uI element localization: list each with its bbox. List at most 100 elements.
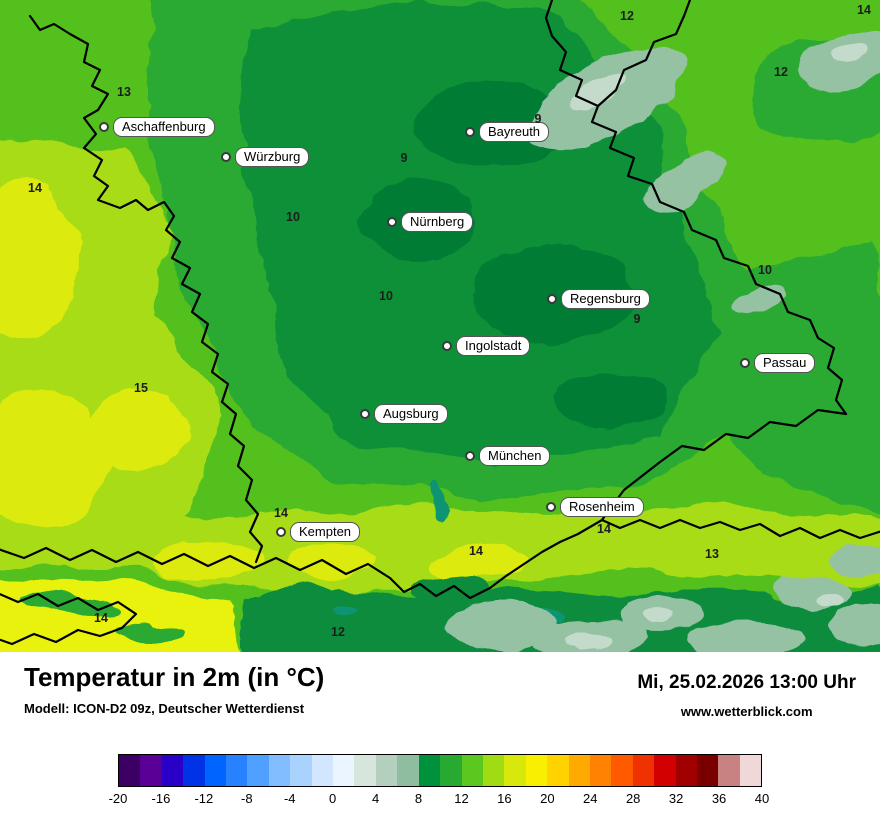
legend-cell xyxy=(397,755,419,786)
website-url: www.wetterblick.com xyxy=(680,704,813,719)
city-dot-icon xyxy=(360,409,370,419)
legend-tick-label: 0 xyxy=(329,791,337,806)
legend-tick-label: -20 xyxy=(108,791,128,806)
legend-cell xyxy=(226,755,248,786)
temperature-value-label: 13 xyxy=(117,85,131,99)
legend-cell xyxy=(611,755,633,786)
border-alps-austria xyxy=(0,518,880,600)
city-dot-icon xyxy=(546,502,556,512)
region-northeast-ridges xyxy=(527,29,880,316)
legend-tick-label: -12 xyxy=(194,791,214,806)
region-south-yellow xyxy=(155,540,530,580)
border-czech xyxy=(544,0,848,416)
legend-bar xyxy=(118,754,762,787)
legend-tick-label: -8 xyxy=(241,791,253,806)
temperature-value-label: 14 xyxy=(94,611,108,625)
city-dot-icon xyxy=(387,217,397,227)
legend-tick-label: 8 xyxy=(414,791,423,806)
legend-cell xyxy=(183,755,205,786)
city-label: Augsburg xyxy=(374,404,448,424)
legend-cell xyxy=(482,755,505,786)
city-marker: Ingolstadt xyxy=(442,336,531,356)
city-dot-icon xyxy=(442,341,452,351)
legend-cell xyxy=(418,755,441,786)
legend-cell xyxy=(525,755,548,786)
legend-tick-label: 24 xyxy=(583,791,598,806)
city-dot-icon xyxy=(465,127,475,137)
temperature-value-label: 14 xyxy=(597,522,611,536)
legend-cell xyxy=(718,755,740,786)
legend-cell xyxy=(140,755,162,786)
city-marker: Würzburg xyxy=(221,147,310,167)
city-marker: Bayreuth xyxy=(465,122,550,142)
footer-right: Mi, 25.02.2026 13:00 Uhr www.wetterblick… xyxy=(637,672,856,719)
legend-cell xyxy=(654,755,676,786)
city-label: München xyxy=(479,446,551,466)
model-info: Modell: ICON-D2 09z, Deutscher Wetterdie… xyxy=(24,701,305,716)
footer-left: Temperatur in 2m (in °C) Modell: ICON-D2… xyxy=(24,662,324,716)
temperature-fill-layers xyxy=(0,0,880,652)
city-marker: Augsburg xyxy=(360,404,448,424)
legend-ticks: -20 -16 -12 -8 -4 0 4 8 12 16 20 24 28 32 36 40 xyxy=(109,791,770,809)
temperature-field-svg xyxy=(0,0,880,652)
legend-tick-label: 28 xyxy=(625,791,641,806)
city-label: Aschaffenburg xyxy=(113,117,215,137)
legend-cell xyxy=(375,755,398,786)
legend-cell xyxy=(440,755,462,786)
temperature-value-label: 9 xyxy=(633,312,641,326)
city-label: Würzburg xyxy=(235,147,310,167)
legend-cell xyxy=(504,755,526,786)
region-alps-cold-cores xyxy=(568,590,844,650)
border-inn-austria xyxy=(600,408,848,522)
page-title: Temperatur in 2m (in °C) xyxy=(24,662,325,692)
border-bavaria-west xyxy=(28,14,264,564)
legend-cell xyxy=(696,755,719,786)
legend-tick-label: 12 xyxy=(454,791,469,806)
city-marker: Passau xyxy=(740,353,816,373)
legend-cell xyxy=(119,755,141,786)
temperature-value-label: 15 xyxy=(134,381,148,395)
temperature-value-label: 10 xyxy=(286,210,300,224)
legend-tick-label: 20 xyxy=(540,791,555,806)
temperature-value-label: 10 xyxy=(758,263,772,277)
legend-tick-label: 4 xyxy=(371,791,380,806)
legend-cell xyxy=(290,755,312,786)
legend-tick-label: 32 xyxy=(668,791,684,806)
temperature-labels: 12 14 12 13 9 9 14 10 10 10 9 15 14 14 14 13 14 12 xyxy=(28,3,871,639)
legend-tick-label: -16 xyxy=(151,791,171,806)
city-dot-icon xyxy=(547,294,557,304)
legend-cell xyxy=(589,755,612,786)
legend-cell xyxy=(568,755,590,786)
temperature-value-label: 14 xyxy=(28,181,42,195)
city-label: Rosenheim xyxy=(560,497,644,517)
city-dot-icon xyxy=(276,527,286,537)
legend-tick-label: -4 xyxy=(283,791,296,806)
legend-cell xyxy=(311,755,334,786)
temperature-value-label: 12 xyxy=(620,9,634,23)
temperature-value-label: 12 xyxy=(774,65,788,79)
weather-map: Aschaffenburg Würzburg Bayreuth Nürnberg Reg… xyxy=(0,0,880,652)
city-label: Nürnberg xyxy=(401,212,474,232)
legend-cell xyxy=(333,755,355,786)
border-lines xyxy=(0,0,880,646)
city-label: Bayreuth xyxy=(479,122,550,142)
city-label: Regensburg xyxy=(561,289,650,309)
city-dot-icon xyxy=(740,358,750,368)
legend-tick-label: 40 xyxy=(754,791,770,806)
legend-cell xyxy=(547,755,569,786)
city-marker: Aschaffenburg xyxy=(99,117,215,137)
border-southwest-squiggle xyxy=(0,592,138,646)
legend-tick-label: 36 xyxy=(711,791,727,806)
temperature-value-label: 9 xyxy=(534,112,542,126)
city-marker: Nürnberg xyxy=(387,212,474,232)
temperature-value-label: 14 xyxy=(274,506,288,520)
forecast-datetime: Mi, 25.02.2026 13:00 Uhr xyxy=(637,672,856,693)
color-scale-legend: -20 -16 -12 -8 -4 0 4 8 12 16 20 24 28 32 36 40 xyxy=(109,754,770,809)
temperature-value-label: 12 xyxy=(331,625,345,639)
city-marker: Rosenheim xyxy=(546,497,644,517)
footer: Temperatur in 2m (in °C) Modell: ICON-D2… xyxy=(0,652,880,830)
city-dot-icon xyxy=(221,152,231,162)
temperature-value-label: 14 xyxy=(857,3,871,17)
legend-cell xyxy=(268,755,291,786)
city-label: Ingolstadt xyxy=(456,336,531,356)
